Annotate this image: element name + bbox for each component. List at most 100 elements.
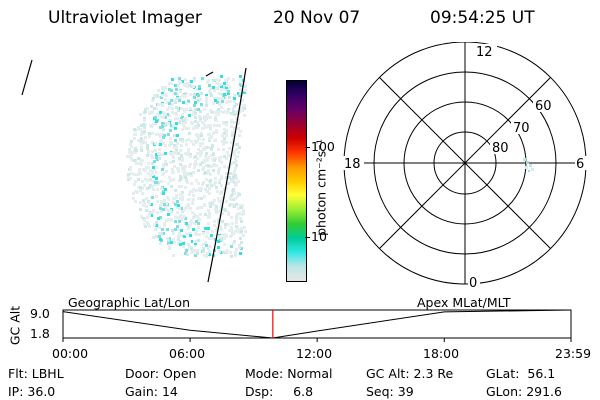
aurora-pixel — [199, 98, 202, 101]
aurora-pixel — [161, 94, 164, 97]
aurora-pixel — [155, 133, 158, 136]
aurora-pixel — [130, 153, 133, 156]
aurora-pixel — [230, 180, 233, 183]
aurora-pixel — [217, 111, 220, 114]
aurora-pixel — [222, 148, 225, 151]
aurora-pixel — [171, 107, 174, 110]
aurora-pixel — [239, 79, 242, 82]
aurora-pixel — [180, 207, 183, 210]
aurora-pixel — [214, 177, 217, 180]
aurora-pixel — [192, 143, 195, 146]
aurora-pixel — [210, 94, 213, 97]
aurora-pixel — [145, 205, 148, 208]
aurora-pixel — [233, 205, 236, 208]
aurora-pixel — [168, 144, 171, 147]
aurora-pixel — [212, 164, 215, 167]
aurora-pixel — [243, 226, 246, 229]
aurora-pixel — [152, 123, 155, 126]
aurora-pixel — [174, 220, 177, 223]
aurora-pixel — [233, 240, 236, 243]
aurora-pixel — [194, 120, 197, 123]
aurora-pixel — [134, 147, 137, 150]
aurora-pixel — [210, 147, 213, 150]
aurora-pixel — [134, 133, 137, 136]
aurora-pixel — [178, 99, 181, 102]
aurora-pixel — [236, 230, 239, 233]
timeline-x-tick-1200: 12:00 — [296, 346, 333, 361]
aurora-pixel — [203, 195, 206, 198]
aurora-pixel — [204, 188, 207, 191]
aurora-pixel — [171, 171, 174, 174]
aurora-pixel — [190, 80, 193, 83]
aurora-pixel — [218, 124, 221, 127]
aurora-pixel — [217, 219, 220, 222]
aurora-pixel — [231, 231, 234, 234]
aurora-pixel — [164, 86, 167, 89]
aurora-pixel — [137, 139, 140, 142]
aurora-pixel — [200, 103, 203, 106]
aurora-pixel — [176, 206, 179, 209]
aurora-pixel — [168, 244, 171, 247]
aurora-pixel — [230, 112, 233, 115]
aurora-pixel — [198, 85, 201, 88]
aurora-pixel — [164, 144, 167, 147]
aurora-pixel — [221, 134, 224, 137]
aurora-pixel — [223, 233, 226, 236]
aurora-pixel — [172, 151, 175, 154]
aurora-pixel — [176, 200, 179, 203]
aurora-pixel — [239, 110, 242, 113]
aurora-pixel — [180, 234, 183, 237]
aurora-pixel — [230, 226, 233, 229]
aurora-pixel — [175, 122, 178, 125]
aurora-pixel — [189, 207, 192, 210]
aurora-pixel — [208, 215, 211, 218]
aurora-pixel — [169, 161, 172, 164]
aurora-pixel — [154, 122, 157, 125]
aurora-pixel — [154, 116, 157, 119]
aurora-pixel — [239, 107, 242, 110]
aurora-pixel — [231, 134, 234, 137]
aurora-pixel — [234, 254, 237, 257]
aurora-pixel — [157, 181, 160, 184]
aurora-pixel — [213, 124, 216, 127]
aurora-pixel — [224, 79, 227, 82]
aurora-pixel — [184, 207, 187, 210]
aurora-pixel — [213, 157, 216, 160]
aurora-pixel — [169, 129, 172, 132]
aurora-pixel — [225, 101, 228, 104]
status-mode: Mode: Normal — [245, 366, 333, 381]
aurora-pixel-field — [126, 75, 247, 258]
aurora-pixel — [171, 168, 174, 171]
limb-segment-left — [21, 59, 33, 96]
aurora-pixel — [133, 149, 136, 152]
aurora-pixel — [228, 176, 231, 179]
aurora-pixel — [142, 132, 145, 135]
aurora-pixel — [161, 122, 164, 125]
terminator-line — [207, 67, 247, 283]
mlt-label-12: 12 — [476, 45, 493, 60]
aurora-pixel — [158, 133, 161, 136]
aurora-pixel — [159, 126, 162, 129]
aurora-pixel — [239, 252, 242, 255]
aurora-pixel — [182, 242, 185, 245]
aurora-pixel — [167, 213, 170, 216]
aurora-pixel — [206, 231, 209, 234]
aurora-pixel — [128, 151, 131, 154]
aurora-pixel — [162, 116, 165, 119]
timeline-x-tick-0000: 00:00 — [52, 346, 89, 361]
aurora-pixel — [235, 164, 238, 167]
aurora-pixel — [177, 238, 180, 241]
aurora-pixel — [177, 204, 180, 207]
aurora-pixel — [221, 97, 224, 100]
aurora-pixel — [222, 111, 225, 114]
aurora-pixel — [194, 108, 197, 111]
aurora-pixel — [185, 205, 188, 208]
aurora-pixel — [192, 85, 195, 88]
limb-segment-top — [205, 71, 214, 77]
aurora-pixel — [198, 233, 201, 236]
aurora-pixel — [233, 100, 236, 103]
aurora-pixel — [139, 113, 142, 116]
aurora-pixel — [143, 184, 146, 187]
aurora-pixel — [195, 220, 198, 223]
polar-aurora-patch — [523, 158, 534, 172]
